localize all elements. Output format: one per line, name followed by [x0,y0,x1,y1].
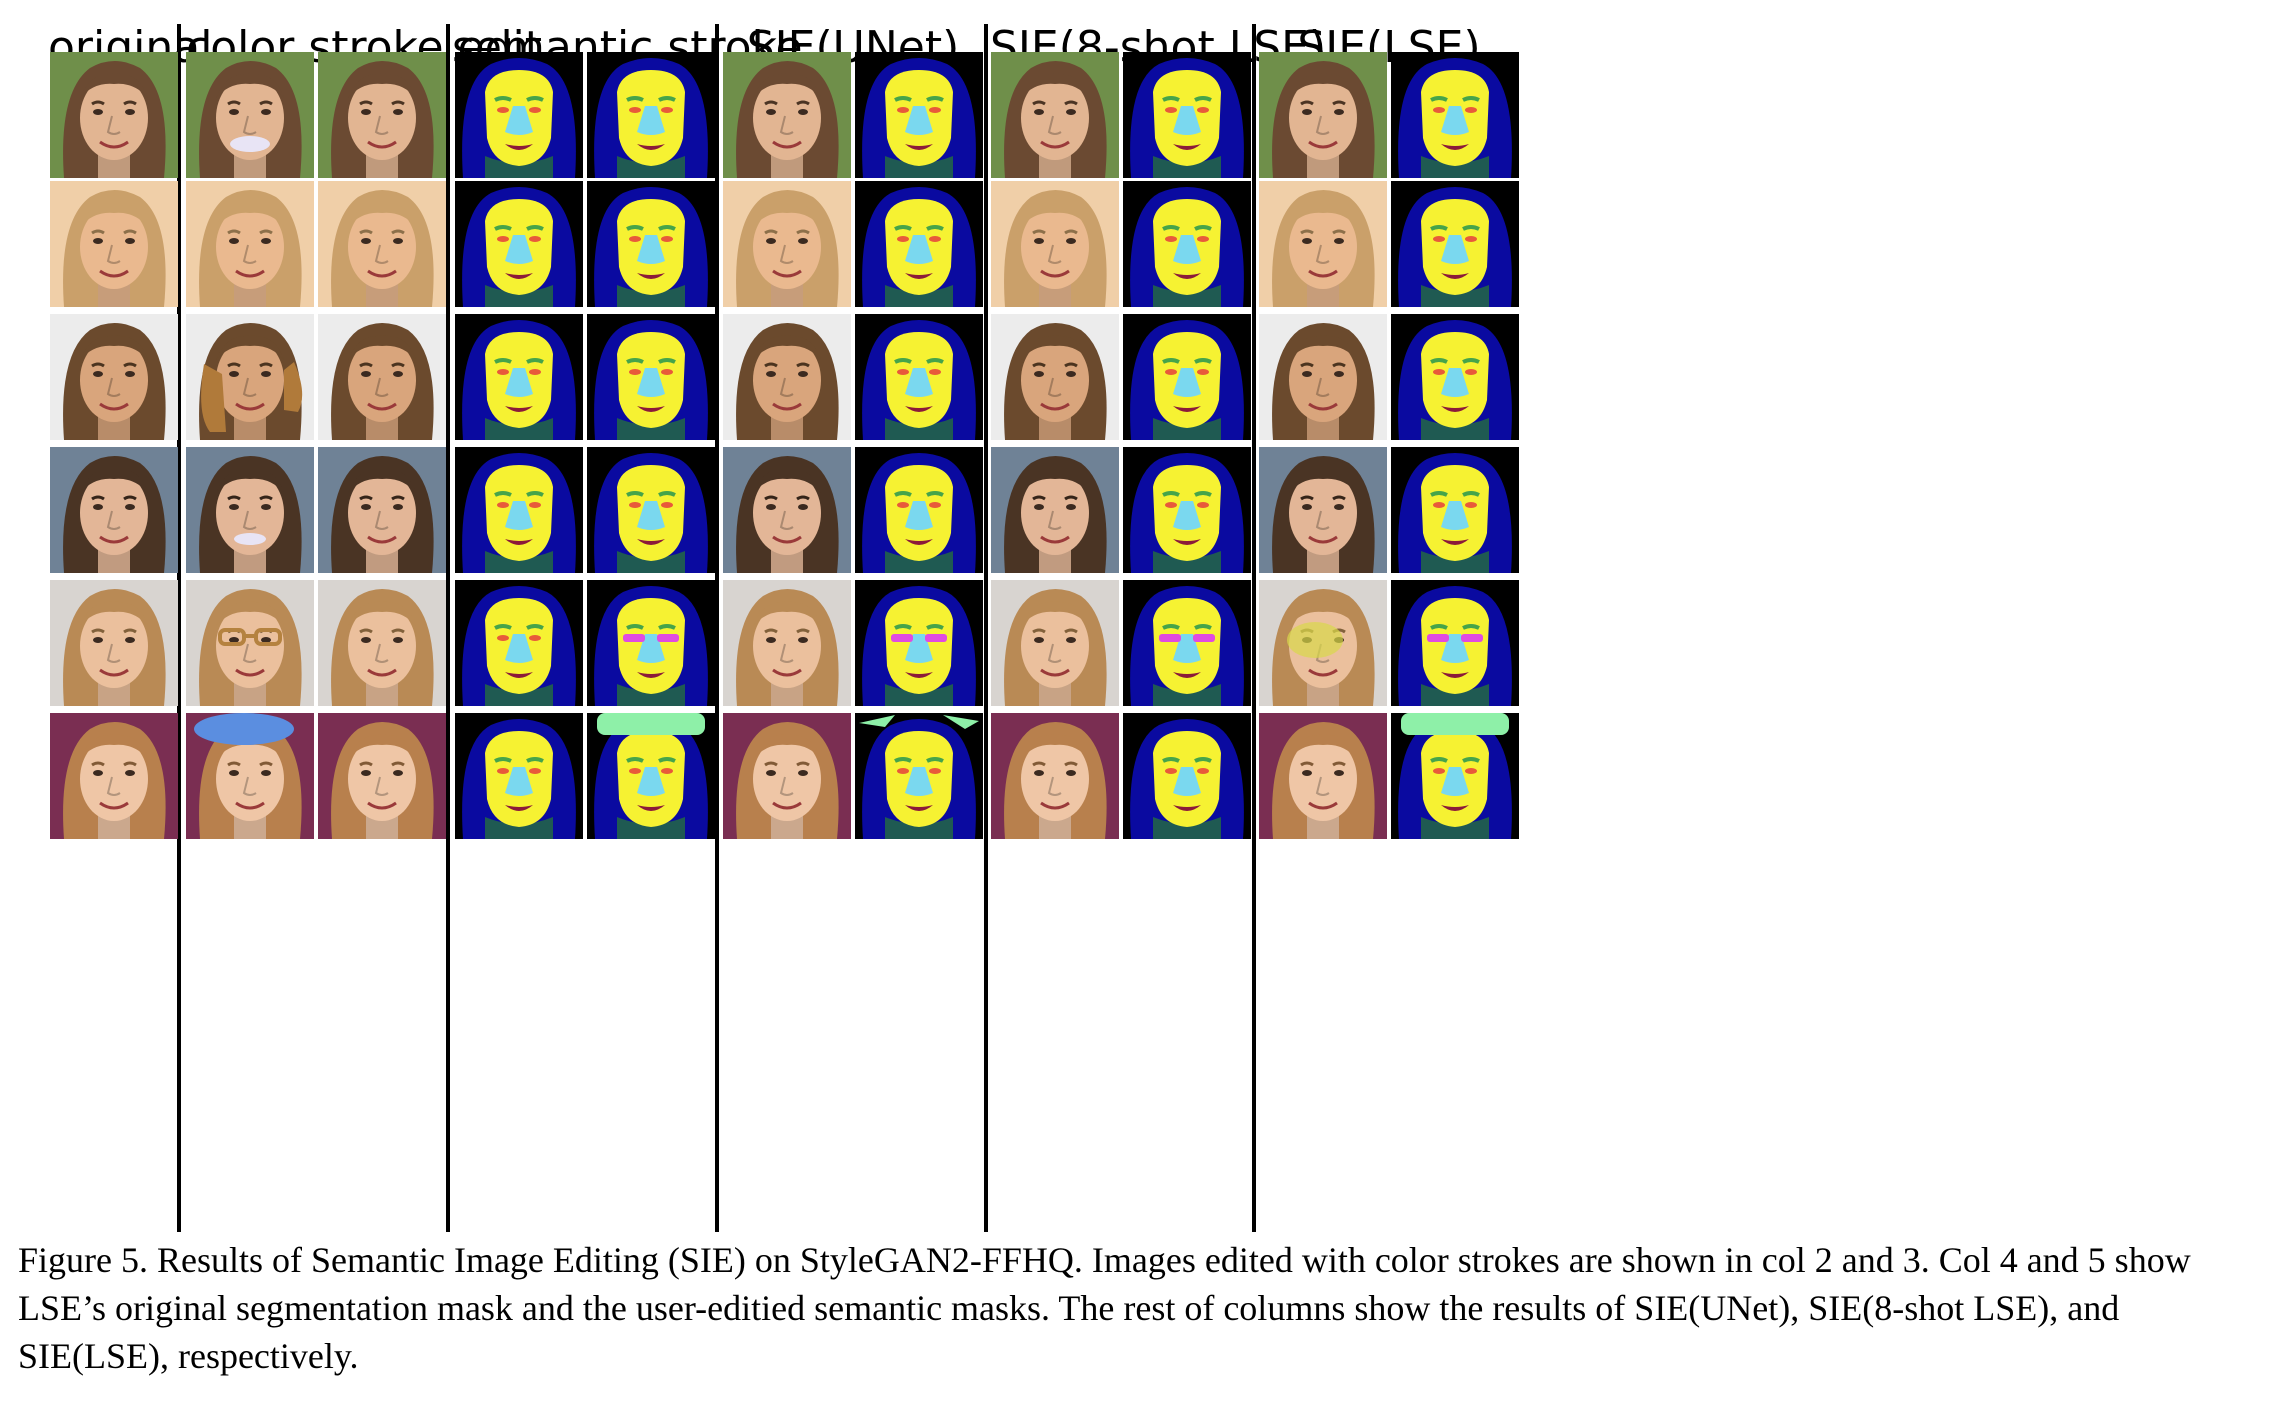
cell-row4-color-stroke-result [318,447,446,573]
cell-row5-sie-lse-photo [1259,580,1387,706]
cell-row5-sie-unet-mask [855,580,983,706]
cell-row2-color-stroke-result [318,181,446,307]
cell-row5-original [50,580,178,706]
glasses-stroke [218,628,282,646]
hat-region [597,713,705,735]
cell-row6-sie-unet-photo [723,713,851,839]
teeth-stroke [230,136,270,152]
column-divider [984,24,988,1232]
cell-row6-sie-8-shot-lse-mask [1123,713,1251,839]
cell-row1-semantic-mask-edited [587,52,715,178]
cell-row4-sie-8-shot-lse-mask [1123,447,1251,573]
cell-row4-semantic-mask-original [455,447,583,573]
cell-row1-original [50,52,178,178]
cell-row1-sie-lse-mask [1391,52,1519,178]
teeth-stroke [234,533,266,545]
cell-row1-semantic-mask-original [455,52,583,178]
cell-row4-sie-lse-mask [1391,447,1519,573]
cell-row6-sie-lse-mask [1391,713,1519,839]
cell-row2-sie-lse-photo [1259,181,1387,307]
glasses-region [1461,634,1483,642]
cell-row3-sie-8-shot-lse-mask [1123,314,1251,440]
cell-row5-color-stroke-result [318,580,446,706]
cell-row3-original [50,314,178,440]
cell-row3-sie-unet-mask [855,314,983,440]
cell-row6-sie-8-shot-lse-photo [991,713,1119,839]
glasses-region [1159,634,1181,642]
glasses-region [891,634,913,642]
cell-row3-sie-unet-photo [723,314,851,440]
cell-row2-color-stroke-edit [186,181,314,307]
cell-row5-semantic-mask-original [455,580,583,706]
cell-row6-semantic-mask-original [455,713,583,839]
cell-row1-sie-unet-photo [723,52,851,178]
cell-row4-sie-lse-photo [1259,447,1387,573]
cell-row2-sie-lse-mask [1391,181,1519,307]
cell-row1-color-stroke-result [318,52,446,178]
glasses-region [657,634,679,642]
hair-stroke [201,364,226,432]
cell-row2-semantic-mask-edited [587,181,715,307]
cell-row3-color-stroke-result [318,314,446,440]
cell-row5-color-stroke-edit [186,580,314,706]
cell-row6-sie-lse-photo [1259,713,1387,839]
cell-row3-color-stroke-edit [186,314,314,440]
column-divider [177,24,181,1232]
cell-row6-sie-unet-mask [855,713,983,839]
cell-row6-semantic-mask-edited [587,713,715,839]
cell-row5-sie-8-shot-lse-photo [991,580,1119,706]
cell-row2-original [50,181,178,307]
cell-row6-color-stroke-edit [186,713,314,839]
hat-region [1401,713,1509,735]
glasses-region [1427,634,1449,642]
cell-row3-sie-8-shot-lse-photo [991,314,1119,440]
cell-row1-sie-8-shot-lse-photo [991,52,1119,178]
hair-stroke [284,362,303,412]
cell-row4-semantic-mask-edited [587,447,715,573]
hat-stroke [194,713,294,745]
cell-row2-sie-unet-mask [855,181,983,307]
cell-row4-sie-unet-photo [723,447,851,573]
glasses-region [1193,634,1215,642]
cell-row5-sie-8-shot-lse-mask [1123,580,1251,706]
cell-row1-sie-8-shot-lse-mask [1123,52,1251,178]
column-divider [1252,24,1256,1232]
cell-row1-color-stroke-edit [186,52,314,178]
cell-row2-sie-unet-photo [723,181,851,307]
cell-row4-original [50,447,178,573]
cell-row6-original [50,713,178,839]
cell-row2-sie-8-shot-lse-mask [1123,181,1251,307]
cell-row3-sie-lse-mask [1391,314,1519,440]
cell-row2-semantic-mask-original [455,181,583,307]
cell-row3-semantic-mask-edited [587,314,715,440]
cell-row3-semantic-mask-original [455,314,583,440]
cell-row2-sie-8-shot-lse-photo [991,181,1119,307]
cell-row5-sie-unet-photo [723,580,851,706]
cell-row5-semantic-mask-edited [587,580,715,706]
cell-row4-sie-8-shot-lse-photo [991,447,1119,573]
column-divider [446,24,450,1232]
glasses-region [623,634,645,642]
cell-row1-sie-unet-mask [855,52,983,178]
figure-caption: Figure 5. Results of Semantic Image Edit… [18,1240,2191,1376]
cell-row4-color-stroke-edit [186,447,314,573]
glasses-region [925,634,947,642]
cell-row6-color-stroke-result [318,713,446,839]
column-divider [715,24,719,1232]
cell-row1-sie-lse-photo [1259,52,1387,178]
cell-row5-sie-lse-mask [1391,580,1519,706]
cell-row4-sie-unet-mask [855,447,983,573]
cell-row3-sie-lse-photo [1259,314,1387,440]
